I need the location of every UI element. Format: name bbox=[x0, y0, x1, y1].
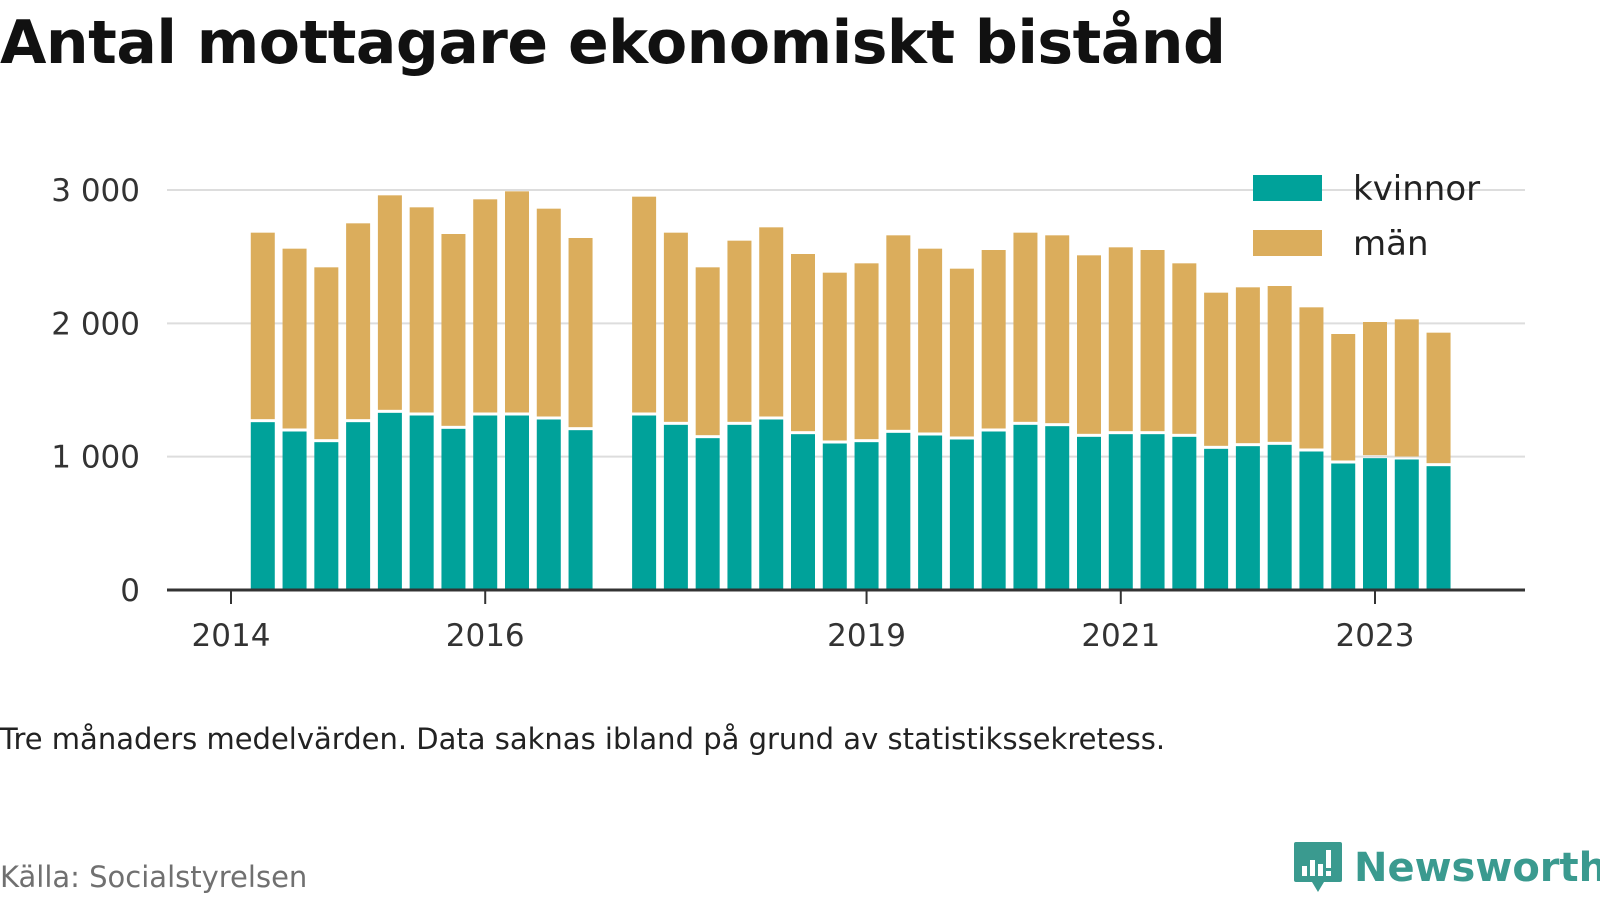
bar-man bbox=[1331, 334, 1356, 461]
legend-label: män bbox=[1353, 224, 1429, 264]
bar-man bbox=[1045, 235, 1070, 424]
bar-kvinnor bbox=[981, 431, 1006, 590]
bar-kvinnor bbox=[1108, 434, 1133, 590]
bar-kvinnor bbox=[695, 438, 720, 590]
bar-kvinnor bbox=[1363, 458, 1387, 590]
source-credit: Källa: Socialstyrelsen bbox=[0, 860, 308, 894]
bar-kvinnor bbox=[822, 443, 847, 590]
bar-man bbox=[854, 263, 879, 440]
bar-chart-speech-bubble-icon bbox=[1292, 838, 1344, 898]
bar-man bbox=[791, 254, 815, 432]
bar-kvinnor bbox=[250, 422, 275, 590]
bar-kvinnor bbox=[1077, 436, 1101, 590]
y-tick-label: 3 000 bbox=[51, 173, 140, 209]
x-tick-label: 2016 bbox=[446, 618, 525, 654]
bar-kvinnor bbox=[377, 412, 402, 590]
bar-man bbox=[759, 227, 784, 417]
bar-man bbox=[409, 207, 434, 413]
bar-kvinnor bbox=[918, 435, 943, 590]
bar-kvinnor bbox=[1140, 434, 1165, 590]
bar-kvinnor bbox=[1331, 463, 1356, 590]
bar-kvinnor bbox=[346, 422, 371, 590]
bar-man bbox=[250, 232, 275, 420]
legend-swatch bbox=[1253, 230, 1322, 256]
bar-kvinnor bbox=[1299, 451, 1324, 590]
bar-kvinnor bbox=[1426, 466, 1451, 590]
bar-kvinnor bbox=[727, 424, 752, 590]
bar-man bbox=[282, 248, 307, 429]
bar-kvinnor bbox=[759, 419, 784, 590]
x-tick-label: 2019 bbox=[827, 618, 906, 654]
bar-man bbox=[1363, 322, 1387, 456]
bar-man bbox=[377, 195, 402, 410]
bar-man bbox=[346, 223, 371, 420]
bar-man bbox=[1235, 287, 1260, 444]
bar-man bbox=[1426, 332, 1451, 464]
x-axis: 2014 2016 2019 2021 2023 bbox=[167, 588, 1525, 654]
bar-man bbox=[536, 208, 561, 417]
legend-swatch bbox=[1253, 175, 1322, 201]
bar-man bbox=[1394, 319, 1419, 457]
bar-kvinnor bbox=[314, 442, 339, 590]
bar-man bbox=[822, 272, 847, 441]
bar-man bbox=[441, 234, 466, 426]
bars bbox=[250, 191, 1451, 590]
y-tick-label: 2 000 bbox=[51, 306, 140, 342]
bar-kvinnor bbox=[1204, 448, 1229, 590]
bar-man bbox=[632, 196, 657, 413]
brand-name: Newsworthy bbox=[1354, 845, 1600, 891]
bar-man bbox=[1299, 307, 1324, 449]
bar-man bbox=[663, 232, 688, 422]
bar-kvinnor bbox=[441, 428, 466, 590]
bar-kvinnor bbox=[505, 415, 529, 590]
bar-kvinnor bbox=[1267, 444, 1292, 590]
brand-logo[interactable]: Newsworthy bbox=[1292, 840, 1600, 896]
bar-man bbox=[1108, 247, 1133, 432]
bar-kvinnor bbox=[886, 432, 911, 590]
bar-kvinnor bbox=[568, 430, 593, 590]
bar-kvinnor bbox=[1235, 446, 1260, 590]
bar-kvinnor bbox=[1045, 426, 1070, 590]
bar-man bbox=[473, 199, 498, 413]
bar-kvinnor bbox=[409, 415, 434, 590]
bar-man bbox=[727, 240, 752, 422]
x-tick-label: 2023 bbox=[1336, 618, 1415, 654]
bar-man bbox=[1140, 250, 1165, 432]
x-tick-label: 2021 bbox=[1081, 618, 1160, 654]
bar-man bbox=[1013, 232, 1038, 422]
chart-title: Antal mottagare ekonomiskt bistånd bbox=[0, 8, 1226, 78]
bar-kvinnor bbox=[282, 431, 307, 590]
bar-man bbox=[981, 250, 1006, 429]
bar-kvinnor bbox=[632, 415, 657, 590]
bar-man bbox=[918, 248, 943, 433]
y-axis-ticks: 0 1 000 2 000 3 000 bbox=[51, 173, 140, 609]
bar-kvinnor bbox=[1172, 436, 1197, 590]
bar-man bbox=[505, 191, 529, 413]
bar-man bbox=[314, 267, 339, 440]
bar-kvinnor bbox=[536, 419, 561, 590]
x-tick-label: 2014 bbox=[192, 618, 271, 654]
bar-man bbox=[1172, 263, 1197, 434]
bar-man bbox=[1267, 286, 1292, 442]
chart-note: Tre månaders medelvärden. Data saknas ib… bbox=[0, 722, 1166, 756]
bar-kvinnor bbox=[1013, 424, 1038, 590]
bar-kvinnor bbox=[663, 424, 688, 590]
bar-kvinnor bbox=[1394, 459, 1419, 590]
legend-label: kvinnor bbox=[1353, 169, 1480, 209]
bar-kvinnor bbox=[473, 415, 498, 590]
bar-man bbox=[949, 268, 974, 437]
y-tick-label: 0 bbox=[120, 573, 140, 609]
y-tick-label: 1 000 bbox=[51, 440, 140, 476]
bar-man bbox=[695, 267, 720, 436]
legend: kvinnor män bbox=[1253, 169, 1480, 264]
bar-kvinnor bbox=[949, 439, 974, 590]
bar-kvinnor bbox=[854, 442, 879, 590]
bar-kvinnor bbox=[791, 434, 815, 590]
bar-man bbox=[1077, 255, 1101, 434]
bar-man bbox=[1204, 292, 1229, 446]
bar-man bbox=[568, 238, 593, 428]
bar-man bbox=[886, 235, 911, 430]
